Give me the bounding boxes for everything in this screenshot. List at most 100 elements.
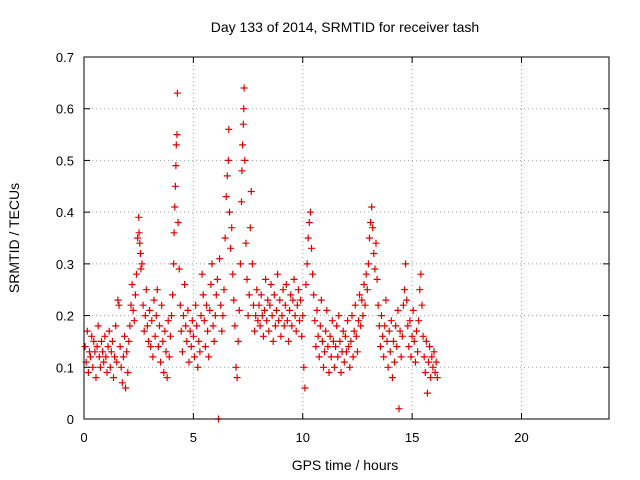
data-point: [266, 301, 274, 309]
data-point: [252, 312, 260, 320]
data-point: [108, 337, 116, 345]
data-point: [110, 374, 117, 382]
data-point: [145, 337, 152, 345]
data-point: [310, 291, 318, 299]
data-point: [162, 348, 170, 356]
data-point: [349, 353, 357, 361]
data-point: [431, 369, 439, 376]
data-point: [127, 301, 135, 309]
data-point: [153, 286, 161, 294]
data-point: [103, 369, 111, 376]
data-point: [98, 337, 105, 345]
data-point: [212, 291, 220, 299]
data-point: [92, 374, 100, 382]
data-point: [218, 327, 226, 335]
data-point: [303, 260, 311, 268]
data-point: [175, 265, 183, 273]
data-point: [83, 327, 91, 335]
data-point: [217, 301, 225, 309]
data-point: [232, 363, 240, 371]
data-point: [296, 317, 303, 325]
data-point: [290, 275, 298, 283]
data-point: [245, 291, 253, 299]
data-point: [136, 250, 144, 257]
data-point: [268, 312, 276, 320]
data-point: [236, 260, 244, 268]
data-point: [221, 234, 229, 242]
data-point: [273, 306, 280, 314]
data-point: [347, 337, 355, 345]
data-point: [112, 322, 120, 330]
data-point: [170, 229, 178, 237]
data-point: [262, 275, 270, 283]
data-point: [411, 358, 419, 366]
data-point: [182, 322, 190, 330]
data-point: [430, 348, 438, 356]
data-point: [121, 332, 128, 340]
data-point: [169, 291, 177, 299]
data-point: [367, 219, 375, 226]
data-point: [294, 286, 302, 294]
data-point: [339, 327, 347, 335]
x-axis-label: GPS time / hours: [292, 457, 399, 473]
data-point: [100, 358, 108, 366]
data-point: [210, 337, 218, 345]
data-point: [172, 162, 180, 170]
data-point: [426, 343, 434, 351]
data-point: [337, 369, 345, 376]
data-point: [174, 219, 182, 226]
data-point: [191, 353, 198, 361]
data-point: [243, 275, 251, 283]
data-point: [405, 343, 413, 351]
data-point: [192, 301, 200, 309]
data-point: [205, 353, 213, 361]
data-point: [161, 327, 169, 335]
plot-frame: [83, 56, 610, 420]
data-point: [126, 322, 134, 330]
data-point: [274, 270, 282, 278]
data-point: [254, 317, 262, 325]
data-point: [159, 337, 167, 345]
data-point: [238, 167, 246, 175]
data-point: [141, 312, 149, 320]
data-point: [113, 358, 121, 366]
data-point: [277, 332, 285, 340]
data-point: [360, 281, 368, 288]
data-points: [81, 84, 441, 423]
x-tick-label: 10: [296, 430, 310, 445]
data-point: [104, 343, 112, 351]
y-tick-label: 0: [67, 412, 74, 427]
data-point: [361, 301, 369, 309]
data-point: [209, 322, 217, 330]
data-point: [283, 317, 291, 325]
data-point: [95, 353, 103, 361]
data-point: [369, 224, 377, 232]
data-point: [128, 281, 136, 288]
data-point: [378, 312, 385, 320]
data-point: [300, 363, 308, 371]
data-point: [84, 369, 92, 376]
data-point: [81, 343, 89, 351]
gridlines: [84, 57, 609, 419]
data-point: [94, 322, 102, 330]
data-point: [353, 348, 361, 356]
data-point: [269, 337, 277, 345]
data-point: [423, 389, 431, 397]
data-point: [139, 301, 147, 309]
data-point: [211, 312, 219, 320]
data-point: [138, 260, 146, 268]
y-tick-label: 0.2: [56, 309, 74, 324]
data-point: [129, 306, 137, 314]
data-point: [222, 193, 230, 201]
data-point: [148, 317, 156, 325]
data-point: [408, 332, 416, 340]
data-point: [416, 286, 424, 294]
data-point: [306, 208, 314, 216]
data-point: [183, 337, 191, 345]
data-point: [276, 296, 284, 304]
data-point: [223, 172, 231, 180]
data-point: [282, 281, 290, 288]
data-point: [385, 327, 393, 335]
data-point: [163, 374, 171, 382]
data-point: [133, 270, 140, 278]
